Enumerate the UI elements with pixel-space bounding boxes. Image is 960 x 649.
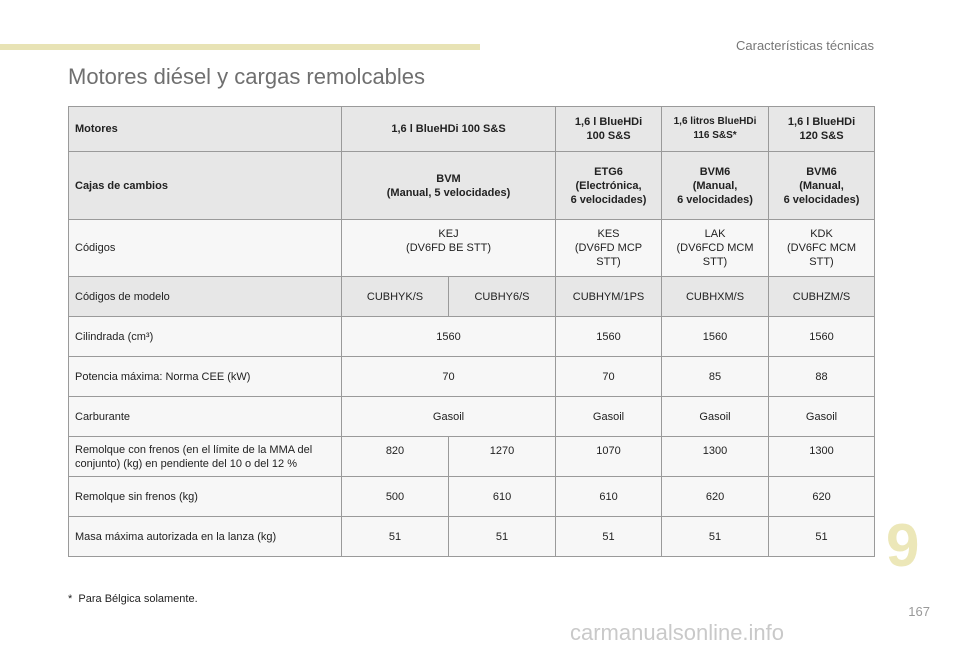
cell-value: 1300 xyxy=(768,436,876,477)
row-label: Cajas de cambios xyxy=(68,151,342,220)
cell-value: KDK (DV6FC MCM STT) xyxy=(768,219,876,277)
cell-value: 820 xyxy=(341,436,449,477)
cell-value: 1,6 litros BlueHDi 116 S&S* xyxy=(661,106,770,152)
section-label: Características técnicas xyxy=(736,38,874,53)
page-number: 167 xyxy=(908,604,930,619)
cell-value: 51 xyxy=(341,516,449,557)
cell-value: 51 xyxy=(447,516,557,557)
cell-value: 51 xyxy=(555,516,663,557)
table-row-remolque-sin: Remolque sin frenos (kg) 500 610 610 620… xyxy=(68,476,876,517)
cell-value: CUBHXM/S xyxy=(661,276,770,317)
cell-value: 88 xyxy=(768,356,876,397)
cell-value: KEJ (DV6FD BE STT) xyxy=(340,219,557,277)
cell-value: 1270 xyxy=(447,436,557,477)
cell-value: 51 xyxy=(661,516,770,557)
row-label: Motores xyxy=(68,106,342,152)
cell-value: 620 xyxy=(768,476,876,517)
footnote: * Para Bélgica solamente. xyxy=(68,593,198,605)
cell-value: 51 xyxy=(768,516,876,557)
table-row-potencia: Potencia máxima: Norma CEE (kW) 70 70 85… xyxy=(68,356,876,397)
row-label: Remolque con frenos (en el límite de la … xyxy=(68,436,342,477)
cell-value: 70 xyxy=(555,356,663,397)
page-title: Motores diésel y cargas remolcables xyxy=(68,64,426,89)
cell-value: 85 xyxy=(661,356,770,397)
cell-value: 1560 xyxy=(661,316,770,357)
table-row-codigos: Códigos KEJ (DV6FD BE STT) KES (DV6FD MC… xyxy=(68,219,876,277)
chapter-number: 9 xyxy=(886,512,920,579)
cell-value: 1560 xyxy=(555,316,663,357)
cell-value: Gasoil xyxy=(768,396,876,437)
cell-value: CUBHY6/S xyxy=(447,276,557,317)
cell-value: CUBHYK/S xyxy=(341,276,449,317)
cell-value: 1,6 l BlueHDi 100 S&S xyxy=(340,106,557,152)
cell-value: BVM (Manual, 5 velocidades) xyxy=(340,151,557,220)
header-accent-bar xyxy=(0,44,480,50)
table-row-modelo: Códigos de modelo CUBHYK/S CUBHY6/S CUBH… xyxy=(68,276,876,317)
cell-value: 1,6 l BlueHDi 100 S&S xyxy=(555,106,663,152)
row-label: Carburante xyxy=(68,396,342,437)
watermark: carmanualsonline.info xyxy=(570,620,785,645)
cell-value: Gasoil xyxy=(661,396,770,437)
cell-value: KES (DV6FD MCP STT) xyxy=(555,219,663,277)
cell-value: 1070 xyxy=(555,436,663,477)
row-label: Códigos de modelo xyxy=(68,276,342,317)
table-row-motores: Motores 1,6 l BlueHDi 100 S&S 1,6 l Blue… xyxy=(68,106,876,152)
cell-value: 610 xyxy=(447,476,557,517)
cell-value: CUBHYM/1PS xyxy=(555,276,663,317)
cell-value: 610 xyxy=(555,476,663,517)
cell-value: ETG6 (Electrónica, 6 velocidades) xyxy=(555,151,663,220)
table-row-masa: Masa máxima autorizada en la lanza (kg) … xyxy=(68,516,876,557)
footnote-text: Para Bélgica solamente. xyxy=(78,593,198,605)
row-label: Potencia máxima: Norma CEE (kW) xyxy=(68,356,342,397)
cell-value: Gasoil xyxy=(555,396,663,437)
cell-value: BVM6 (Manual, 6 velocidades) xyxy=(661,151,770,220)
cell-value: 620 xyxy=(661,476,770,517)
footnote-marker: * xyxy=(68,593,73,605)
cell-value: LAK (DV6FCD MCM STT) xyxy=(661,219,770,277)
specs-table: Motores 1,6 l BlueHDi 100 S&S 1,6 l Blue… xyxy=(68,106,876,557)
cell-value: 70 xyxy=(340,356,557,397)
table-row-carburante: Carburante Gasoil Gasoil Gasoil Gasoil xyxy=(68,396,876,437)
table-row-remolque-con: Remolque con frenos (en el límite de la … xyxy=(68,436,876,477)
row-label: Remolque sin frenos (kg) xyxy=(68,476,342,517)
cell-value: BVM6 (Manual, 6 velocidades) xyxy=(768,151,876,220)
cell-value: 500 xyxy=(341,476,449,517)
row-label: Códigos xyxy=(68,219,342,277)
cell-value: Gasoil xyxy=(340,396,557,437)
cell-value: CUBHZM/S xyxy=(768,276,876,317)
row-label: Masa máxima autorizada en la lanza (kg) xyxy=(68,516,342,557)
table-row-cajas: Cajas de cambios BVM (Manual, 5 velocida… xyxy=(68,151,876,220)
cell-value: 1,6 l BlueHDi 120 S&S xyxy=(768,106,876,152)
table-row-cilindrada: Cilindrada (cm³) 1560 1560 1560 1560 xyxy=(68,316,876,357)
cell-value: 1300 xyxy=(661,436,770,477)
cell-value: 1560 xyxy=(768,316,876,357)
cell-value: 1560 xyxy=(340,316,557,357)
row-label: Cilindrada (cm³) xyxy=(68,316,342,357)
